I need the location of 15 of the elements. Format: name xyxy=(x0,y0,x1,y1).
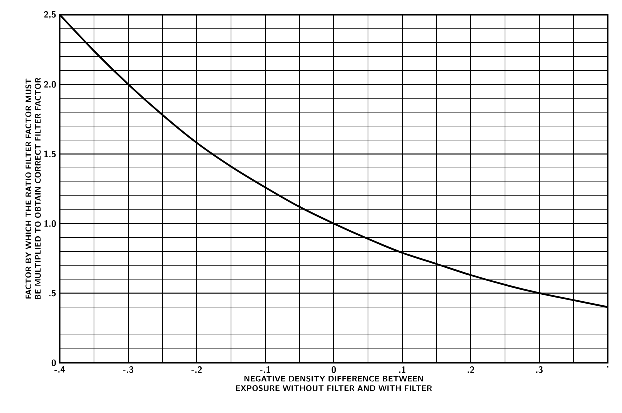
y-tick-label: .5 xyxy=(50,290,56,297)
x-tick-label: -.1 xyxy=(260,366,270,373)
x-tick-label: 0 xyxy=(332,366,336,374)
x-tick-label: .3 xyxy=(536,366,543,374)
x-tick-label: .2 xyxy=(468,366,474,373)
y-tick-label: 0 xyxy=(52,360,56,366)
x-tick-label: .1 xyxy=(399,366,406,373)
y-tick-label: 1.5 xyxy=(44,150,56,158)
x-tick-label: -.4 xyxy=(54,366,66,373)
x-tick-label: -.2 xyxy=(192,366,202,373)
x-tick-label: . xyxy=(607,366,609,368)
x-tick-label: -.3 xyxy=(123,366,134,374)
y-tick-label: 2,5 xyxy=(44,11,56,19)
y-tick-label: 1.0 xyxy=(44,220,56,228)
y-tick-label: 2.0 xyxy=(44,81,56,88)
